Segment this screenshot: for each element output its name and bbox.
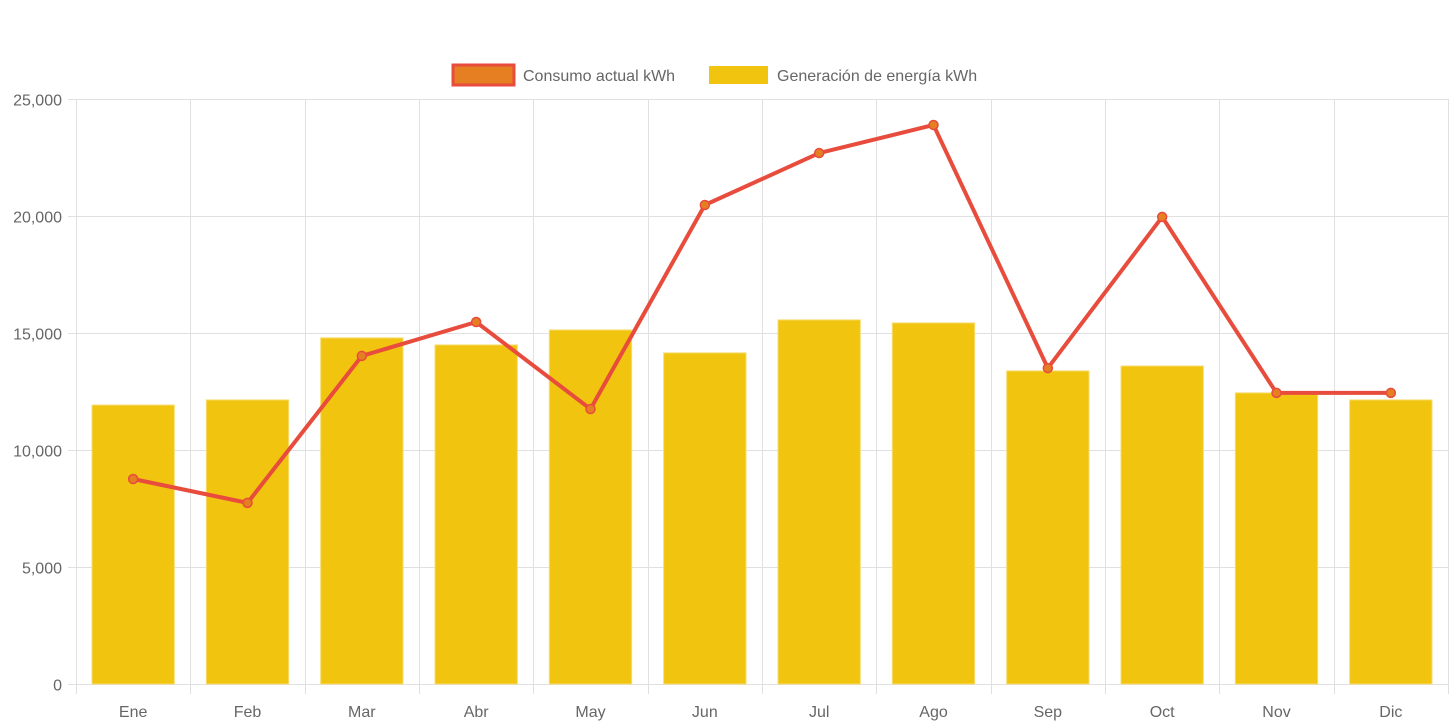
bar <box>1120 365 1204 685</box>
y-tick-label: 10,000 <box>13 444 62 461</box>
bar <box>434 344 518 685</box>
bar <box>1006 370 1090 685</box>
x-tick-label: Jul <box>809 704 829 721</box>
x-tick-label: Oct <box>1150 704 1175 721</box>
legend-swatch-consumo <box>451 63 516 87</box>
line-point <box>813 147 825 159</box>
y-tick-label: 25,000 <box>13 93 62 110</box>
legend-item-generacion[interactable]: Generación de energía kWh <box>709 66 977 85</box>
line-point <box>585 403 596 415</box>
x-tick-label: Abr <box>464 704 490 721</box>
bar <box>663 352 747 685</box>
x-axis: Ene Feb Mar Abr May Jun Jul Ago Sep Oct Nov Dic <box>119 704 1402 721</box>
legend-item-consumo[interactable]: Consumo actual kWh <box>451 63 675 87</box>
line-point <box>470 316 482 328</box>
bar <box>1349 399 1433 685</box>
x-tick-label: Dic <box>1379 704 1402 721</box>
x-tick-label: May <box>575 704 605 721</box>
legend-swatch-generacion <box>709 66 768 84</box>
bar <box>1234 392 1319 685</box>
line-series <box>127 119 1397 509</box>
y-tick-label: 5,000 <box>22 561 62 578</box>
x-tick-label: Mar <box>348 704 376 721</box>
legend-label-consumo: Consumo actual kWh <box>523 68 675 85</box>
line-point <box>1385 387 1397 399</box>
x-tick-label: Jun <box>692 704 718 721</box>
bar <box>91 404 175 685</box>
y-tick-label: 15,000 <box>13 327 62 344</box>
line-point <box>242 497 253 509</box>
line-point <box>699 199 711 211</box>
bar <box>777 319 861 685</box>
line-point <box>1156 211 1168 223</box>
line-point <box>1271 387 1282 399</box>
line-point <box>928 119 939 131</box>
legend: Consumo actual kWh Generación de energía… <box>451 63 977 87</box>
bar <box>205 399 290 685</box>
legend-label-generacion: Generación de energía kWh <box>777 68 977 85</box>
y-tick-label: 20,000 <box>13 210 62 227</box>
x-tick-label: Nov <box>1262 704 1290 721</box>
x-tick-label: Feb <box>234 704 262 721</box>
bar <box>548 329 633 685</box>
bar-series <box>91 319 1433 685</box>
consumo-line <box>132 122 1391 505</box>
line-point <box>127 473 139 485</box>
bar <box>891 322 976 685</box>
y-axis: 0 5,000 10,000 15,000 20,000 25,000 <box>13 93 62 695</box>
bar <box>320 337 404 685</box>
x-tick-label: Ago <box>919 704 948 721</box>
x-tick-label: Sep <box>1034 704 1063 721</box>
line-point <box>1042 362 1054 374</box>
x-tick-label: Ene <box>119 704 148 721</box>
grid <box>68 99 1449 694</box>
y-tick-label: 0 <box>53 678 62 695</box>
line-point <box>356 350 368 362</box>
